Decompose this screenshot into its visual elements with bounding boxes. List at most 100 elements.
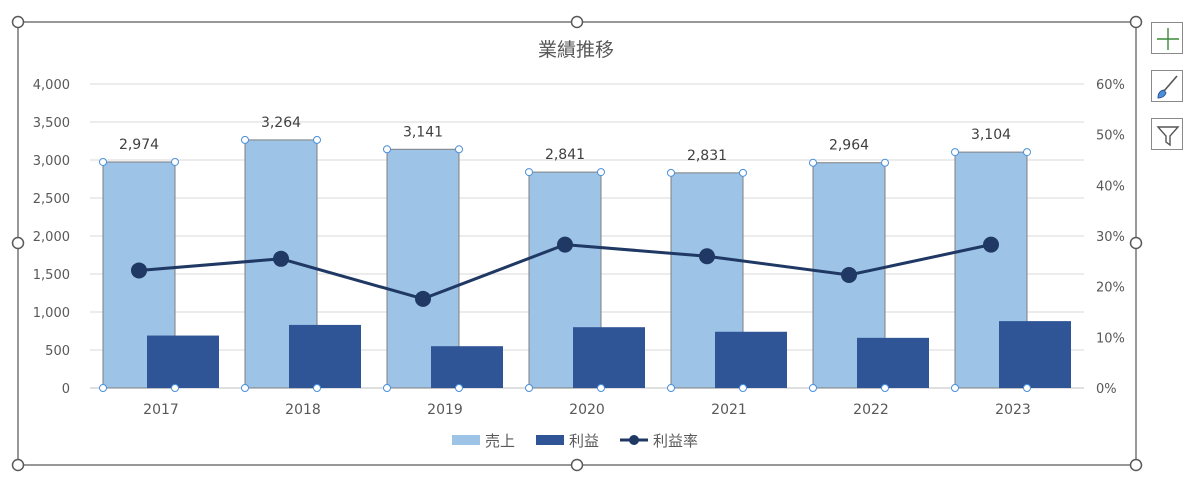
legend-label[interactable]: 利益率 xyxy=(653,432,698,450)
sales-bar-handle[interactable] xyxy=(383,384,391,392)
sales-bar-handle[interactable] xyxy=(809,158,817,167)
sales-bar-handle[interactable] xyxy=(525,168,533,177)
profit-bar[interactable] xyxy=(857,337,929,388)
profit-bar[interactable] xyxy=(999,321,1071,388)
sales-bar-handle[interactable] xyxy=(739,168,747,177)
x-tick-label: 2020 xyxy=(569,402,605,418)
right-tick-label: 0% xyxy=(1096,382,1117,397)
profit-bar[interactable] xyxy=(147,335,219,388)
left-axis-tick-labels: 0 500 1,000 1,500 2,000 2,500 3,000 3,500 4,000 xyxy=(33,78,70,397)
right-tick-label: 30% xyxy=(1096,230,1125,245)
resize-handle[interactable] xyxy=(1129,458,1143,472)
resize-handle[interactable] xyxy=(11,458,25,472)
right-tick-label: 40% xyxy=(1096,179,1125,194)
right-tick-label: 50% xyxy=(1096,129,1125,144)
profit-rate-point[interactable] xyxy=(131,262,147,279)
chart-elements-button[interactable] xyxy=(1151,22,1183,54)
sales-bar-handle[interactable] xyxy=(383,145,391,154)
profit-rate-point[interactable] xyxy=(415,290,431,307)
profit-rate-point[interactable] xyxy=(557,236,573,253)
sales-data-label: 2,974 xyxy=(119,137,159,153)
sales-data-label: 2,831 xyxy=(687,148,727,164)
sales-bar-handle[interactable] xyxy=(241,135,249,144)
profit-rate-line[interactable] xyxy=(131,236,999,307)
profit-rate-point[interactable] xyxy=(841,267,857,284)
x-tick-label: 2023 xyxy=(995,402,1031,418)
chart-styles-button[interactable] xyxy=(1151,70,1183,102)
sales-bar-handle[interactable] xyxy=(313,135,321,144)
legend-swatch xyxy=(452,435,480,445)
x-tick-label: 2017 xyxy=(143,402,179,418)
left-tick-label: 1,500 xyxy=(33,268,70,283)
sales-data-label: 3,104 xyxy=(971,127,1011,143)
sales-bar-handle[interactable] xyxy=(881,158,889,167)
resize-handle[interactable] xyxy=(11,236,25,250)
left-tick-label: 3,500 xyxy=(33,116,70,131)
sales-bar-handle[interactable] xyxy=(455,384,463,392)
sales-bar-handle[interactable] xyxy=(241,384,249,392)
x-tick-label: 2018 xyxy=(285,402,321,418)
sales-bar-handle[interactable] xyxy=(951,148,959,157)
sales-bar-handle[interactable] xyxy=(597,384,605,392)
right-tick-label: 10% xyxy=(1096,331,1125,346)
profit-bar[interactable] xyxy=(289,324,361,388)
left-tick-label: 1,000 xyxy=(33,306,70,321)
left-tick-label: 500 xyxy=(45,344,70,359)
sales-bar-handle[interactable] xyxy=(525,384,533,392)
left-tick-label: 2,000 xyxy=(33,230,70,245)
right-tick-label: 20% xyxy=(1096,281,1125,296)
resize-handle[interactable] xyxy=(1129,236,1143,250)
right-tick-label: 60% xyxy=(1096,78,1125,93)
sales-bar-handle[interactable] xyxy=(1023,384,1031,392)
left-tick-label: 4,000 xyxy=(33,78,70,93)
profit-rate-point[interactable] xyxy=(983,236,999,253)
sales-bar-handle[interactable] xyxy=(881,384,889,392)
legend-label[interactable]: 売上 xyxy=(485,432,515,450)
sales-bar-handle[interactable] xyxy=(597,168,605,177)
chart-title[interactable]: 業績推移 xyxy=(538,39,614,61)
chart-filter-funnel-icon xyxy=(1156,126,1180,147)
sales-bar-handle[interactable] xyxy=(951,384,959,392)
left-tick-label: 3,000 xyxy=(33,154,70,169)
sales-bar-handle[interactable] xyxy=(99,384,107,392)
legend[interactable]: 売上 利益 利益率 xyxy=(452,432,698,450)
profit-rate-point[interactable] xyxy=(273,250,289,267)
chart-filter-button[interactable] xyxy=(1151,118,1183,150)
x-tick-label: 2021 xyxy=(711,402,747,418)
resize-handle[interactable] xyxy=(11,15,25,29)
x-axis-tick-labels: 2017 2018 2019 2020 2021 2022 2023 xyxy=(143,402,1031,418)
right-axis-tick-labels: 0% 10% 20% 30% 40% 50% 60% xyxy=(1096,78,1125,397)
x-tick-label: 2022 xyxy=(853,402,889,418)
sales-data-label: 2,964 xyxy=(829,138,869,154)
sales-bar-handle[interactable] xyxy=(171,157,179,166)
sales-data-label: 3,141 xyxy=(403,124,443,140)
sales-bar-handle[interactable] xyxy=(1023,148,1031,157)
chart-styles-brush-icon xyxy=(1157,75,1178,99)
sales-bar-handle[interactable] xyxy=(99,157,107,166)
selection-handles[interactable] xyxy=(11,15,1143,472)
legend-marker xyxy=(629,435,639,445)
resize-handle[interactable] xyxy=(570,458,584,472)
sales-bar-handle[interactable] xyxy=(809,384,817,392)
sales-data-label: 2,841 xyxy=(545,147,585,163)
profit-bar[interactable] xyxy=(431,346,503,388)
sales-bar-handle[interactable] xyxy=(171,384,179,392)
resize-handle[interactable] xyxy=(1129,15,1143,29)
sales-bar-handle[interactable] xyxy=(667,384,675,392)
profit-rate-point[interactable] xyxy=(699,248,715,265)
left-tick-label: 0 xyxy=(62,382,70,397)
sales-bar-handle[interactable] xyxy=(667,168,675,177)
sales-bar-handle[interactable] xyxy=(739,384,747,392)
profit-bar[interactable] xyxy=(715,331,787,388)
resize-handle[interactable] xyxy=(570,15,584,29)
x-tick-label: 2019 xyxy=(427,402,463,418)
sales-data-labels: 2,974 3,264 3,141 2,841 2,831 2,964 3,104 xyxy=(119,115,1011,164)
sales-bar-handle[interactable] xyxy=(455,145,463,154)
legend-label[interactable]: 利益 xyxy=(569,432,599,450)
bars[interactable] xyxy=(99,135,1072,392)
sales-data-label: 3,264 xyxy=(261,115,301,131)
profit-bar[interactable] xyxy=(573,327,645,388)
sales-bar-handle[interactable] xyxy=(313,384,321,392)
legend-swatch xyxy=(536,435,564,445)
